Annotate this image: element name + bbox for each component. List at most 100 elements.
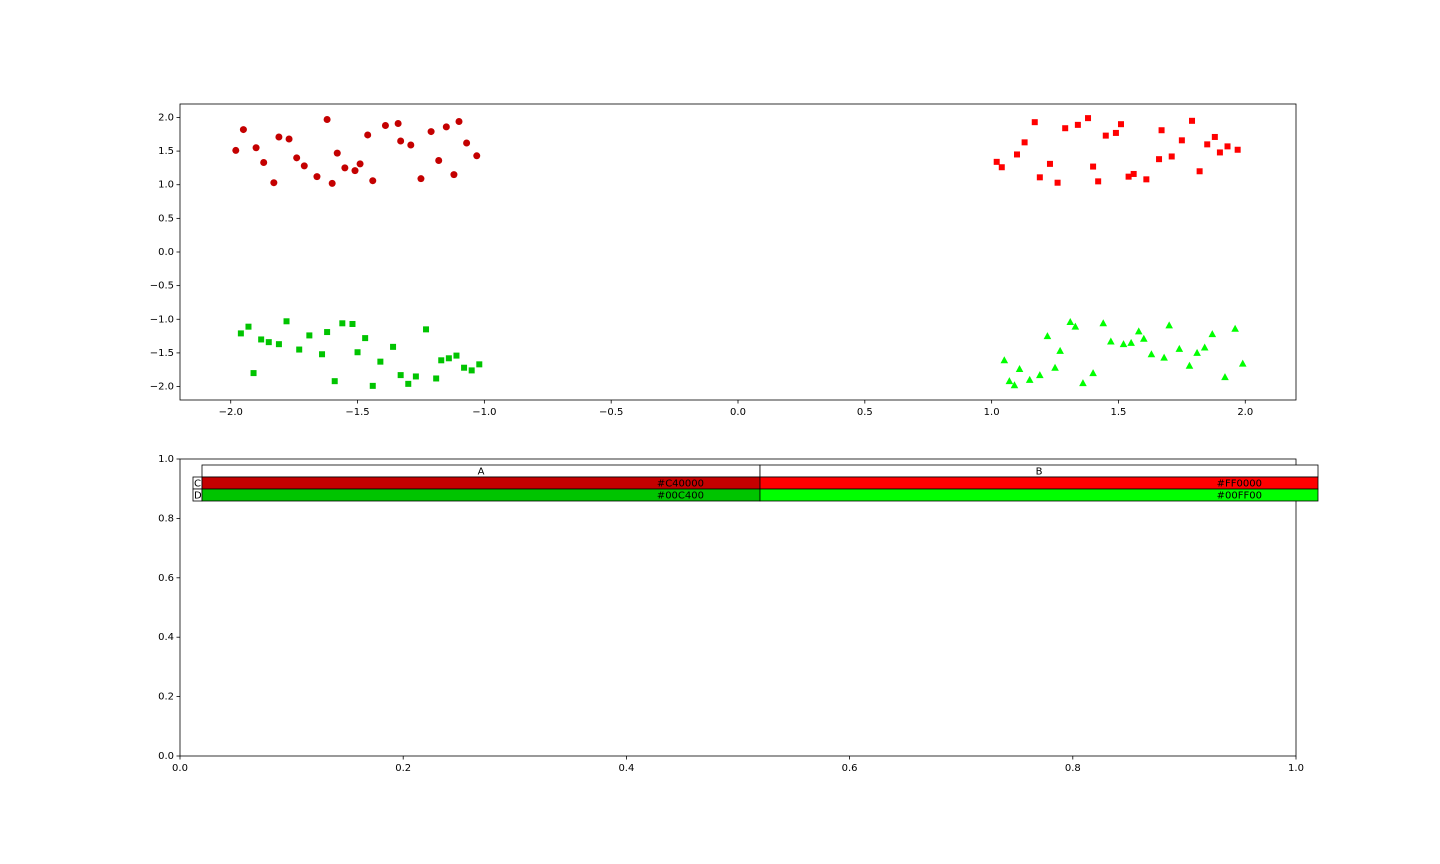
point [232, 146, 240, 154]
point [1090, 163, 1097, 170]
point [438, 357, 445, 364]
point [412, 373, 419, 380]
y-tick-label: 1.0 [158, 180, 174, 191]
point [476, 361, 483, 368]
point [319, 351, 326, 358]
point [349, 320, 356, 327]
x-tick-label: 1.0 [984, 407, 1000, 418]
y-tick-label: 1.0 [158, 454, 174, 465]
point [1005, 377, 1014, 385]
x-tick-label: −1.0 [472, 407, 496, 418]
x-tick-label: 0.0 [172, 763, 188, 774]
point [1036, 174, 1043, 181]
x-tick-label: 0.8 [1065, 763, 1081, 774]
point [417, 175, 425, 183]
x-tick-label: 0.4 [618, 763, 634, 774]
point [1079, 379, 1087, 387]
point [998, 164, 1005, 171]
axes-frame [179, 458, 1297, 757]
point [252, 144, 260, 152]
point [450, 171, 458, 179]
cell-text: #FF0000 [1217, 479, 1262, 490]
point [1158, 127, 1165, 134]
y-tick-label: 0.8 [158, 513, 174, 524]
point [435, 157, 443, 165]
point [1130, 170, 1137, 177]
point [473, 152, 481, 160]
point [313, 173, 321, 181]
point [445, 355, 452, 362]
series [993, 115, 1241, 186]
point [1036, 371, 1044, 379]
point [364, 131, 372, 139]
point [306, 332, 313, 339]
point [341, 164, 349, 172]
point [1107, 337, 1115, 345]
y-tick-label: −1.0 [150, 314, 174, 325]
x-tick-label: 1.5 [1111, 407, 1127, 418]
point [1117, 121, 1124, 128]
point [423, 326, 430, 333]
point [1200, 343, 1209, 351]
point [369, 382, 376, 389]
point [453, 352, 460, 359]
cell-text: #C40000 [657, 479, 704, 490]
x-tick-label: 0.5 [857, 407, 873, 418]
point [1193, 348, 1201, 356]
point [1025, 375, 1034, 383]
point [328, 179, 336, 187]
y-tick-label: −0.5 [150, 281, 174, 292]
column-header: A [478, 467, 485, 478]
point [356, 160, 364, 168]
point [1238, 359, 1247, 367]
row-header: C [194, 479, 201, 490]
x-tick-label: 1.0 [1288, 763, 1304, 774]
point [397, 137, 405, 145]
point [1234, 146, 1241, 153]
point [1231, 324, 1239, 332]
point [1099, 319, 1108, 327]
point [1089, 369, 1097, 377]
point [1143, 176, 1150, 183]
point [339, 320, 346, 327]
point [1054, 179, 1061, 186]
y-tick-label: 0.0 [158, 247, 174, 258]
point [1185, 361, 1194, 369]
point [1046, 160, 1053, 167]
point [390, 343, 397, 350]
point [1031, 119, 1038, 126]
point [1168, 153, 1175, 160]
point [260, 159, 268, 167]
point [993, 158, 1000, 165]
point [405, 380, 412, 387]
point [1056, 346, 1064, 354]
point [1095, 178, 1102, 185]
point [1134, 327, 1143, 335]
point [283, 318, 290, 325]
point [1066, 317, 1075, 325]
point [362, 335, 369, 342]
point [1224, 143, 1231, 150]
point [275, 133, 283, 141]
point [1160, 353, 1168, 361]
y-tick-label: 0.2 [158, 692, 174, 703]
y-tick-label: 0.5 [158, 213, 174, 224]
point [323, 115, 331, 123]
point [1140, 334, 1148, 342]
y-tick-label: 0.6 [158, 573, 174, 584]
point [1112, 129, 1119, 136]
point [1021, 139, 1028, 146]
point [1051, 363, 1059, 371]
point [1127, 338, 1135, 346]
point [285, 135, 293, 143]
point [324, 329, 331, 336]
y-tick-label: −1.5 [150, 348, 174, 359]
series [1000, 317, 1247, 389]
point [397, 372, 404, 379]
point [239, 126, 247, 134]
table-cell [759, 488, 1319, 502]
point [270, 179, 278, 187]
point [1074, 121, 1081, 128]
point [1208, 330, 1217, 338]
